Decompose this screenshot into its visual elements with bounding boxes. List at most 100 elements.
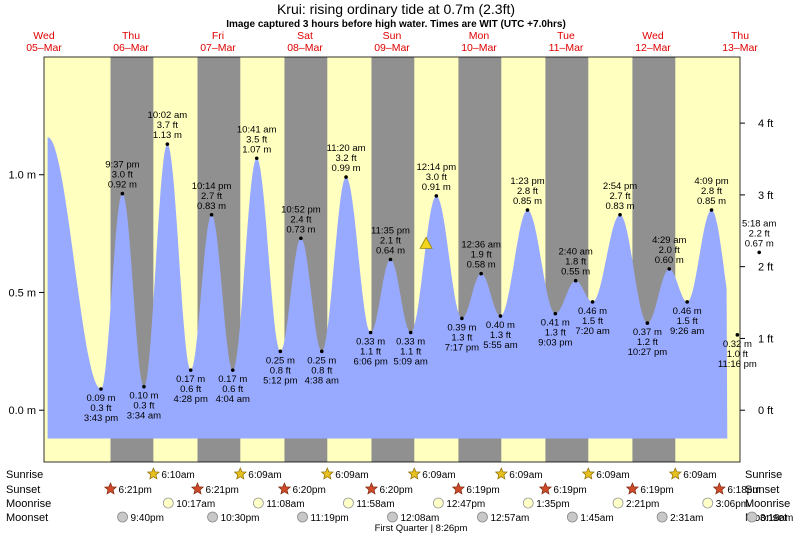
moonrise-time: 2:21pm (626, 499, 659, 510)
moonrise-time: 10:17am (176, 499, 215, 510)
moonrise-row-label-left: Moonrise (6, 498, 51, 510)
tide-extreme-point (618, 212, 622, 217)
tide-extreme-point (667, 267, 672, 271)
tide-extreme-label: 5:09 am (394, 356, 428, 367)
tide-extreme-label: 0.91 m (422, 182, 451, 193)
date-label: 06–Mar (113, 42, 149, 54)
tide-extreme-label: 3.0 ft (112, 170, 133, 181)
moonset-icon (746, 511, 758, 523)
tide-extreme-label: 0.58 m (467, 260, 496, 271)
day-label: Sat (297, 30, 313, 42)
tide-extreme-label: 0.46 m (578, 306, 607, 317)
tide-extreme-label: 0.64 m (376, 246, 405, 257)
tide-extreme-label: 1.07 m (242, 144, 271, 155)
tide-extreme-label: 0.73 m (286, 224, 315, 235)
tide-extreme-label: 2.2 ft (749, 228, 770, 239)
tide-extreme-label: 0.83 m (197, 201, 226, 212)
tide-extreme-label: 9:26 am (670, 326, 704, 337)
tide-extreme-label: 2.7 ft (609, 191, 630, 202)
moonrise-icon (702, 497, 714, 509)
tide-extreme-label: 0.6 ft (222, 384, 243, 395)
tide-extreme-label: 0.37 m (633, 327, 662, 338)
sunset-icon (277, 482, 292, 495)
sunset-time: 6:19pm (640, 485, 673, 496)
tide-extreme-point (709, 208, 714, 212)
tide-extreme-label: 1.5 ft (677, 316, 698, 327)
tide-extreme-label: 1.13 m (153, 130, 182, 141)
sunrise-time: 6:10am (161, 470, 194, 481)
tide-extreme-label: 0.92 m (108, 180, 137, 191)
tide-extreme-label: 12:14 pm (417, 162, 457, 173)
right-axis-label: 1 ft (758, 333, 773, 345)
sunset-icon (538, 482, 552, 495)
moonset-icon (297, 511, 308, 523)
tide-extreme-label: 9:37 pm (105, 160, 139, 171)
date-label: 07–Mar (200, 42, 236, 54)
moonset-time: 10:30pm (221, 513, 260, 524)
tide-extreme-label: 0.99 m (332, 163, 361, 174)
sunrise-time: 6:09am (683, 470, 716, 481)
left-axis-label: 1.0 m (8, 170, 36, 182)
tide-extreme-label: 3.5 ft (246, 134, 267, 145)
right-axis-label: 2 ft (758, 262, 773, 274)
tide-extreme-label: 3.7 ft (157, 120, 178, 131)
tide-area (47, 137, 728, 439)
moonrise-icon (162, 497, 174, 509)
sunset-icon (625, 482, 639, 495)
tide-extreme-label: 0.32 m (723, 339, 752, 350)
tide-extreme-label: 1.8 ft (565, 257, 586, 268)
day-label: Thu (122, 30, 140, 42)
tide-extreme-point (344, 175, 348, 179)
moon-phase-label: First Quarter | 8:26pm (375, 523, 468, 534)
tide-extreme-label: 0.10 m (129, 391, 158, 402)
tide-extreme-label: 0.25 m (307, 355, 336, 366)
tide-extreme-point (498, 314, 503, 318)
sunset-row-label-left: Sunset (6, 484, 40, 496)
sunrise-row-label-left: Sunrise (6, 469, 43, 481)
sunset-time: 6:18pm (727, 485, 760, 496)
day-label: Wed (642, 30, 664, 42)
sunrise-icon (233, 467, 247, 480)
moonrise-icon (252, 497, 264, 509)
sunset-row-label-right: Sunset (745, 484, 779, 496)
tide-extreme-label: 1.1 ft (400, 346, 421, 357)
tide-extreme-label: 5:18 am (742, 218, 776, 229)
tide-extreme-label: 5:12 pm (263, 375, 297, 386)
sunrise-icon (494, 467, 508, 480)
tide-extreme-label: 10:02 am (148, 110, 188, 121)
tide-extreme-label: 0.25 m (266, 355, 295, 366)
tide-extreme-label: 4:09 pm (694, 176, 728, 187)
tide-extreme-point (525, 208, 530, 212)
sunset-time: 6:19pm (553, 485, 586, 496)
moonset-icon (477, 511, 488, 523)
sunrise-icon (407, 467, 421, 480)
tide-extreme-label: 7:17 pm (445, 342, 479, 353)
tide-extreme-point (735, 333, 740, 337)
moonrise-time: 11:58am (356, 499, 394, 510)
tide-extreme-label: 4:04 am (216, 394, 250, 405)
day-label: Sun (383, 30, 402, 42)
tide-extreme-label: 10:27 pm (628, 347, 668, 358)
sunset-time: 6:20pm (379, 485, 412, 496)
tide-extreme-label: 0.33 m (356, 336, 385, 347)
sunset-icon (103, 482, 118, 495)
tide-extreme-point (434, 194, 439, 198)
plot-frame (43, 56, 741, 463)
tide-extreme-label: 10:14 pm (192, 181, 232, 192)
tide-extreme-point (299, 236, 303, 241)
tide-extreme-label: 1.3 ft (490, 330, 511, 341)
moonrise-time: 11:08am (266, 499, 304, 510)
tide-extreme-point (368, 330, 373, 335)
moonrise-time: 12:47pm (446, 499, 485, 510)
day-label: Thu (731, 30, 749, 42)
sunset-icon (364, 482, 379, 495)
tide-extreme-label: 0.40 m (486, 320, 515, 331)
moonrise-time: 3:06pm (716, 499, 749, 510)
sunrise-time: 6:09am (335, 470, 368, 481)
date-label: 08–Mar (287, 42, 323, 54)
sunset-icon (451, 482, 465, 495)
tide-extreme-label: 0.09 m (86, 393, 115, 404)
tide-extreme-label: 1.5 ft (582, 316, 603, 327)
date-label: 05–Mar (26, 42, 62, 54)
tide-extreme-label: 2.8 ft (517, 186, 538, 197)
